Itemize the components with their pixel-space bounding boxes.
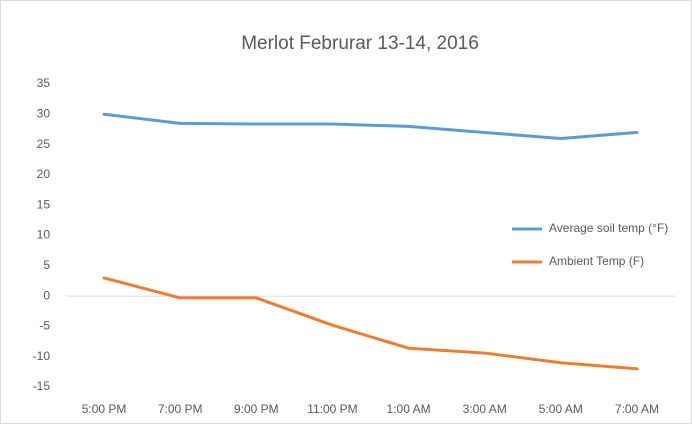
data-line (102, 276, 639, 371)
y-tick-label: 0 (43, 288, 50, 302)
x-tick-label: 5:00 PM (82, 402, 127, 416)
x-tick-label: 7:00 PM (158, 402, 203, 416)
x-tick-label: 11:00 PM (307, 402, 357, 416)
x-tick-label: 1:00 AM (387, 402, 431, 416)
x-tick-label: 5:00 AM (539, 402, 583, 416)
y-tick-label: -5 (39, 319, 50, 333)
legend-label: Average soil temp (°F) (549, 221, 668, 235)
y-tick-label: 30 (37, 106, 51, 120)
y-tick-label: 25 (37, 137, 51, 151)
legend-label: Ambient Temp (F) (549, 254, 644, 268)
data-line (102, 112, 639, 141)
y-tick-label: -10 (33, 349, 51, 363)
x-tick-label: 3:00 AM (463, 402, 507, 416)
y-tick-label: 35 (37, 76, 51, 90)
y-tick-label: -15 (33, 379, 51, 393)
y-tick-label: 20 (37, 167, 51, 181)
chart-title: Merlot Februrar 13-14, 2016 (241, 33, 479, 54)
y-tick-label: 15 (37, 197, 51, 211)
x-tick-label: 9:00 PM (234, 402, 279, 416)
x-tick-label: 7:00 AM (615, 402, 659, 416)
y-tick-label: 10 (37, 228, 51, 242)
y-tick-label: 5 (43, 258, 50, 272)
